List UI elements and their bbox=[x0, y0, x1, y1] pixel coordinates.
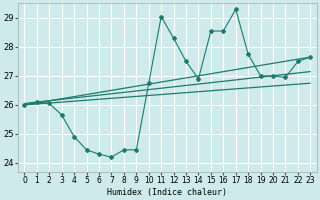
X-axis label: Humidex (Indice chaleur): Humidex (Indice chaleur) bbox=[108, 188, 228, 197]
